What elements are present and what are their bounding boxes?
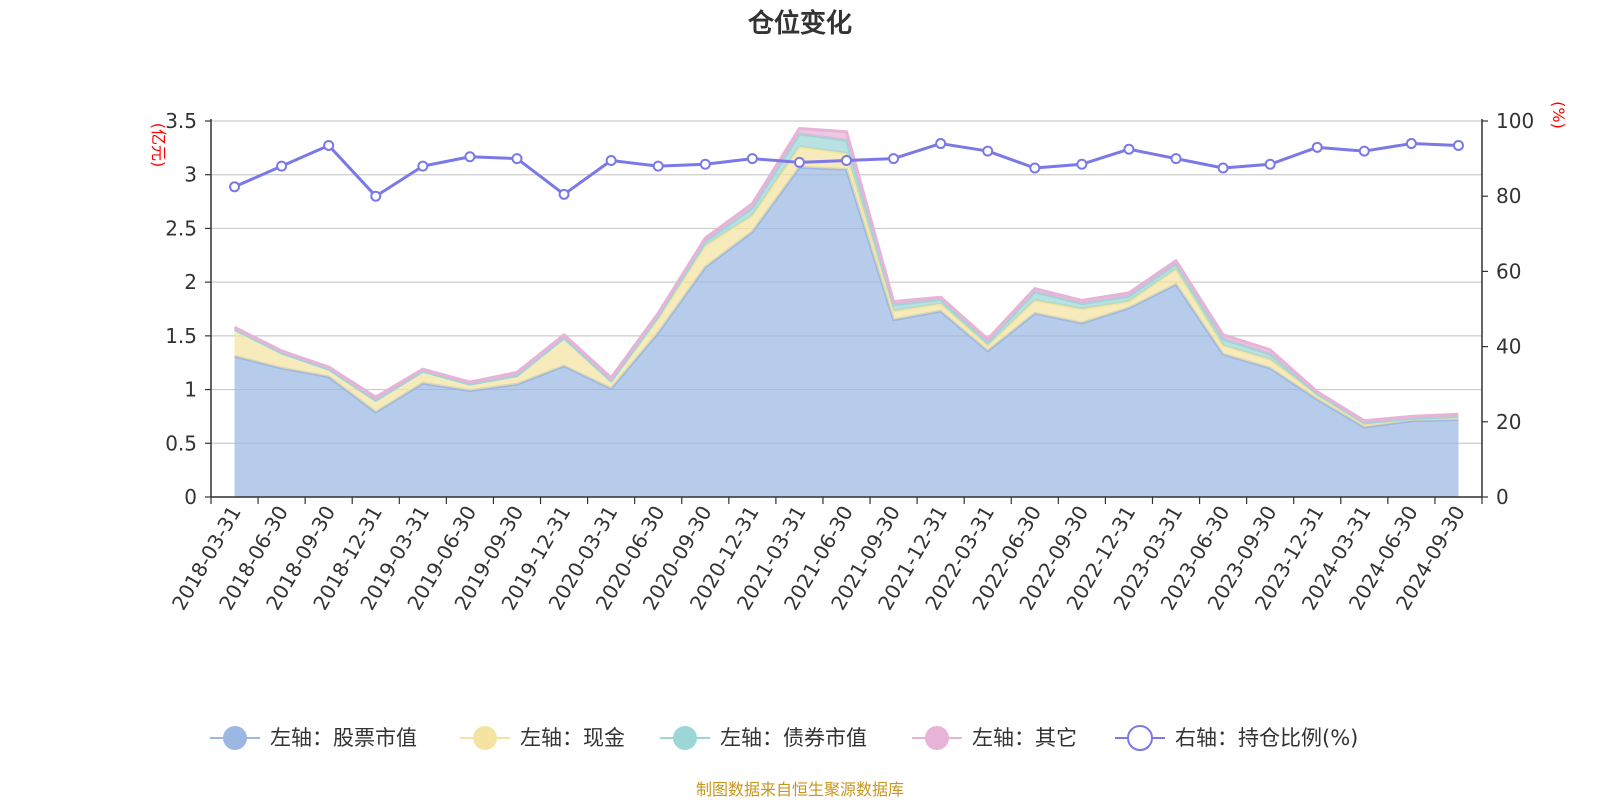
ratio-point [1170,153,1182,165]
ratio-point [229,181,241,193]
ratio-point [652,160,664,172]
right-tick-label: 20 [1496,410,1521,434]
chart-title: 仓位变化 [747,8,852,39]
legend-marker-3 [925,726,949,750]
ratio-point [1076,158,1088,170]
ratio-point [370,190,382,202]
right-tick-label: 80 [1496,184,1521,208]
right-tick-label: 0 [1496,485,1509,509]
left-tick-label: 2.5 [165,216,197,240]
data-source-note: 制图数据来自恒生聚源数据库 [696,780,904,799]
area-series-0 [234,167,1459,498]
left-tick-label: 1.5 [165,324,197,348]
ratio-point [417,160,429,172]
stacked-areas [233,127,1459,498]
legend-marker-1 [473,726,497,750]
ratio-point [1123,143,1135,155]
left-tick-label: 2 [184,270,197,294]
right-tick-label: 40 [1496,335,1521,359]
ratio-point [323,139,335,151]
legend-marker-0 [223,726,247,750]
ratio-point [511,153,523,165]
legend-label-1: 左轴：现金 [520,726,625,750]
ratio-point [793,156,805,168]
ratio-point [1452,139,1464,151]
left-tick-label: 0 [184,485,197,509]
ratio-point [1264,158,1276,170]
legend-label-3: 左轴：其它 [972,726,1077,750]
left-tick-label: 1 [184,378,197,402]
legend: 左轴：股票市值 左轴：现金 左轴：债券市值 左轴：其它 右轴：持仓比例(%) [210,725,1358,751]
legend-label-4: 右轴：持仓比例(%) [1175,726,1358,750]
ratio-point [605,154,617,166]
right-tick-label: 60 [1496,259,1521,283]
ratio-point [276,160,288,172]
left-tick-label: 0.5 [165,431,197,455]
ratio-point [464,151,476,163]
ratio-point [982,145,994,157]
ratio-point [1029,162,1041,174]
ratio-point [558,188,570,200]
left-tick-label: 3 [184,163,197,187]
right-axis-unit: (%) [1549,101,1568,129]
legend-label-0: 左轴：股票市值 [270,726,417,750]
ratio-point [1358,145,1370,157]
left-axis-unit: (亿元) [149,123,168,168]
legend-marker-4 [1127,725,1153,751]
right-tick-label: 100 [1496,109,1534,133]
legend-label-2: 左轴：债券市值 [720,726,867,750]
area-edge-3 [233,127,1459,423]
position-ratio-line [229,138,1464,202]
left-tick-label: 3.5 [165,109,197,133]
ratio-point [888,153,900,165]
ratio-point [1405,138,1417,150]
ratio-point [1311,141,1323,153]
legend-marker-2 [673,726,697,750]
ratio-point [746,153,758,165]
ratio-point [841,154,852,166]
ratio-point [935,138,947,150]
ratio-point [1217,162,1229,174]
ratio-point [699,158,711,170]
